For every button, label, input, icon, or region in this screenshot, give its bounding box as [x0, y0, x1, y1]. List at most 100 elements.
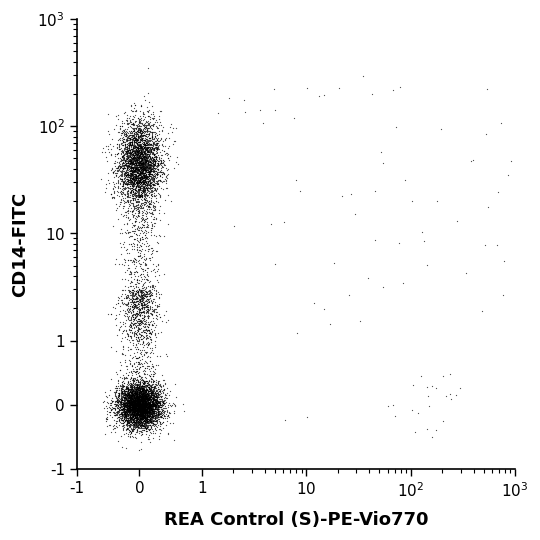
Point: [148, 166, 157, 175]
Point: [164, 412, 172, 421]
Point: [138, 334, 147, 343]
Point: [118, 377, 126, 386]
Point: [117, 400, 125, 408]
Point: [150, 389, 159, 398]
Point: [123, 171, 131, 180]
Point: [149, 392, 158, 401]
Point: [139, 408, 148, 416]
Point: [127, 395, 136, 403]
Point: [133, 417, 141, 426]
Point: [129, 403, 138, 412]
Point: [139, 393, 147, 401]
Point: [137, 409, 146, 417]
Point: [141, 407, 150, 416]
Point: [140, 386, 149, 395]
Point: [139, 403, 147, 412]
Point: [133, 383, 142, 392]
Point: [145, 410, 153, 419]
Point: [126, 168, 135, 177]
Point: [138, 402, 146, 410]
Point: [133, 330, 141, 339]
Point: [140, 401, 149, 410]
Point: [124, 132, 132, 140]
Point: [132, 401, 141, 409]
Point: [146, 408, 155, 417]
Point: [137, 154, 146, 163]
Point: [161, 184, 170, 193]
Point: [135, 172, 144, 181]
Point: [140, 164, 149, 172]
Point: [147, 384, 156, 393]
Point: [110, 410, 119, 419]
Point: [129, 407, 138, 416]
Point: [139, 130, 147, 139]
Point: [132, 416, 140, 425]
Point: [148, 378, 157, 387]
Point: [133, 405, 141, 414]
Point: [143, 305, 152, 313]
Point: [132, 412, 141, 421]
Point: [141, 399, 150, 407]
Point: [136, 397, 144, 406]
Point: [134, 292, 143, 301]
Point: [483, 84, 491, 93]
Point: [121, 414, 130, 423]
Point: [132, 171, 140, 180]
Point: [144, 151, 153, 160]
Point: [122, 381, 130, 390]
Point: [130, 164, 138, 173]
Point: [144, 408, 152, 416]
Point: [150, 401, 158, 410]
Point: [135, 245, 144, 254]
Point: [149, 406, 158, 414]
Point: [115, 390, 124, 399]
Point: [144, 397, 152, 406]
Point: [124, 255, 133, 264]
Point: [134, 161, 143, 170]
Point: [134, 165, 143, 173]
Point: [143, 145, 152, 154]
Point: [137, 403, 145, 411]
Point: [126, 157, 134, 166]
Point: [119, 413, 128, 422]
Point: [130, 418, 139, 427]
Point: [137, 179, 145, 187]
Point: [142, 117, 151, 125]
Point: [137, 273, 145, 282]
Point: [145, 403, 153, 411]
Point: [132, 399, 141, 408]
Point: [137, 403, 146, 412]
Point: [131, 149, 139, 158]
Point: [138, 403, 147, 412]
Point: [163, 401, 172, 409]
Point: [131, 146, 139, 155]
Point: [147, 143, 156, 152]
Point: [144, 156, 153, 165]
Point: [127, 389, 136, 397]
Point: [158, 407, 166, 415]
Point: [127, 273, 136, 282]
Point: [139, 131, 148, 139]
Point: [135, 144, 144, 152]
Point: [125, 282, 134, 291]
Point: [128, 288, 137, 296]
Point: [147, 164, 156, 173]
Point: [126, 167, 134, 176]
Point: [124, 408, 133, 416]
Point: [131, 394, 140, 402]
Point: [148, 388, 157, 397]
Point: [135, 364, 144, 373]
Point: [123, 391, 132, 400]
Point: [122, 390, 131, 399]
Point: [141, 400, 150, 408]
Point: [139, 387, 147, 395]
Point: [108, 396, 117, 405]
Point: [130, 374, 138, 382]
Point: [139, 156, 147, 165]
Point: [148, 153, 157, 162]
Point: [141, 421, 150, 429]
Point: [140, 400, 149, 409]
Point: [147, 404, 156, 413]
Point: [145, 413, 153, 421]
Point: [139, 249, 148, 258]
